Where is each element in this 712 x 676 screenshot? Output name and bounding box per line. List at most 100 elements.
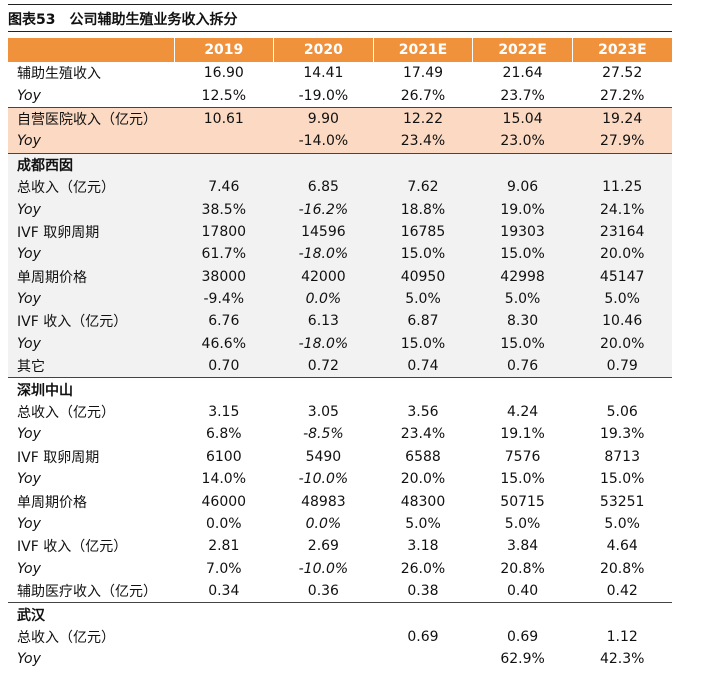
value-cell-2020: -10.0% (298, 560, 349, 577)
value-cell-2023E (572, 377, 672, 401)
row-label: Yoy (17, 516, 41, 532)
value-cell-2021E: 15.0% (373, 332, 473, 356)
value-cell-2020 (274, 626, 374, 648)
table-row: 辅助医疗收入（亿元） 0.34 0.36 0.38 0.40 0.42 (8, 580, 672, 603)
row-label: 单周期价格 (17, 494, 87, 511)
value-cell-2023E: 20.0% (572, 332, 672, 356)
table-row: IVF 取卵周期 17800 14596 16785 19303 23164 (8, 220, 672, 244)
value-cell-2020 (273, 602, 374, 626)
value-cell-2021E: 0.74 (373, 355, 473, 378)
revenue-breakdown-table: 2019 2020 2021E 2022E 2023E 辅助生殖收入 16.90 1… (8, 38, 672, 671)
value-cell-2022E: 19303 (472, 220, 573, 244)
value-cell-2020: 9.90 (273, 106, 374, 131)
value-cell-2019: 6100 (205, 448, 242, 465)
table-row: Yoy 62.9% 42.3% (8, 648, 672, 670)
figure-title: 图表53 公司辅助生殖业务收入拆分 (8, 12, 238, 28)
table-body: 辅助生殖收入 16.90 14.41 17.49 21.64 27.52 Yoy 12.5% -… (8, 62, 672, 671)
value-cell-2020: -14.0% (273, 130, 374, 154)
value-cell-2022E: 15.0% (500, 471, 545, 488)
row-label: Yoy (17, 560, 41, 577)
row-label: Yoy (8, 287, 174, 311)
value-cell-2020: -19.0% (298, 87, 349, 104)
value-cell-2023E: 19.3% (599, 426, 645, 443)
value-cell-2021E: 6588 (405, 448, 441, 465)
value-cell-2020: 0.0% (305, 516, 342, 532)
value-cell-2020: 3.05 (307, 404, 339, 421)
value-cell-2021E: 12.22 (373, 106, 473, 131)
table-row: Yoy 46.6% -18.0% 15.0% 15.0% 20.0% (8, 332, 672, 356)
value-cell-2022E: 19.1% (500, 426, 545, 443)
value-cell-2020: 14.41 (303, 65, 344, 82)
row-label: 总收入（亿元） (17, 629, 115, 646)
value-cell-2020: 6.13 (273, 310, 374, 333)
row-label: IVF 收入（亿元） (17, 539, 128, 556)
value-cell-2022E: 3.84 (506, 538, 539, 555)
table-row: 总收入（亿元） 7.46 6.85 7.62 9.06 11.25 (8, 175, 672, 199)
value-cell-2023E: 8713 (604, 448, 640, 465)
header-cell: 2022E (472, 38, 573, 62)
value-cell-2020: 6.85 (273, 175, 374, 199)
row-label: Yoy (17, 87, 41, 104)
value-cell-2023E: 53251 (599, 493, 645, 510)
value-cell-2020: 0.36 (307, 583, 339, 600)
value-cell-2021E: 0.38 (407, 583, 439, 600)
value-cell-2021E: 7.62 (373, 175, 473, 199)
value-cell-2022E (472, 377, 573, 401)
value-cell-2019: 2.81 (208, 538, 240, 555)
value-cell-2021E: 48300 (400, 493, 446, 510)
row-label: Yoy (8, 130, 174, 154)
value-cell-2021E (373, 648, 473, 670)
row-label: IVF 取卵周期 (8, 220, 174, 244)
table-row: Yoy 14.0% -10.0% 20.0% 15.0% 15.0% (8, 468, 672, 490)
value-cell-2022E: 50715 (500, 493, 545, 510)
value-cell-2022E: 5.0% (504, 516, 541, 532)
value-cell-2021E: 26.7% (400, 87, 446, 104)
value-cell-2020 (273, 377, 374, 401)
value-cell-2019: 7.46 (174, 175, 274, 199)
value-cell-2023E: 45147 (572, 265, 672, 288)
value-cell-2022E: 21.64 (502, 65, 543, 82)
value-cell-2023E: 0.79 (572, 355, 672, 378)
row-label: Yoy (17, 471, 41, 488)
header-row: 2019 2020 2021E 2022E 2023E (8, 38, 672, 62)
value-cell-2019: 6.76 (174, 310, 274, 333)
value-cell-2020: 2.69 (307, 538, 339, 555)
value-cell-2019 (174, 377, 274, 401)
value-cell-2023E: 27.2% (599, 87, 645, 104)
value-cell-2019: 0.70 (174, 355, 274, 378)
value-cell-2023E: 27.52 (602, 65, 643, 82)
value-cell-2021E: 3.56 (407, 404, 439, 421)
value-cell-2022E: 7576 (504, 448, 541, 465)
table-row: 其它 0.70 0.72 0.74 0.76 0.79 (8, 355, 672, 378)
value-cell-2022E: 42998 (472, 265, 573, 288)
row-label: 武汉 (8, 602, 174, 626)
value-cell-2023E: 5.0% (572, 287, 672, 311)
value-cell-2022E: 23.0% (472, 130, 573, 154)
value-cell-2020: 0.0% (273, 287, 374, 311)
section-header-row: 成都西囡 (8, 152, 672, 176)
table-row: Yoy 6.8% -8.5% 23.4% 19.1% 19.3% (8, 423, 672, 445)
value-cell-2020: -18.0% (273, 332, 374, 356)
row-label: 辅助医疗收入（亿元） (17, 584, 157, 601)
value-cell-2020: 5490 (305, 448, 342, 465)
value-cell-2022E: 15.0% (472, 332, 573, 356)
value-cell-2019 (174, 602, 274, 626)
value-cell-2021E: 18.8% (373, 198, 473, 221)
value-cell-2022E: 62.9% (500, 651, 545, 668)
value-cell-2021E: 5.0% (373, 287, 473, 311)
value-cell-2023E: 10.46 (572, 310, 672, 333)
value-cell-2021E: 23.4% (373, 130, 473, 154)
row-label: 辅助生殖收入 (17, 66, 101, 83)
value-cell-2023E: 19.24 (572, 106, 672, 131)
table-row: Yoy -9.4% 0.0% 5.0% 5.0% 5.0% (8, 287, 672, 311)
value-cell-2020: -16.2% (273, 198, 374, 221)
value-cell-2022E: 8.30 (472, 310, 573, 333)
table-row: 辅助生殖收入 16.90 14.41 17.49 21.64 27.52 (8, 62, 672, 84)
value-cell-2019: -9.4% (174, 287, 274, 311)
header-cell (8, 38, 175, 62)
table-row: Yoy 0.0% 0.0% 5.0% 5.0% 5.0% (8, 513, 672, 535)
table-row: IVF 收入（亿元） 6.76 6.13 6.87 8.30 10.46 (8, 310, 672, 333)
value-cell-2020 (273, 152, 374, 176)
table-row: Yoy 38.5% -16.2% 18.8% 19.0% 24.1% (8, 198, 672, 221)
value-cell-2022E: 20.8% (500, 560, 545, 577)
